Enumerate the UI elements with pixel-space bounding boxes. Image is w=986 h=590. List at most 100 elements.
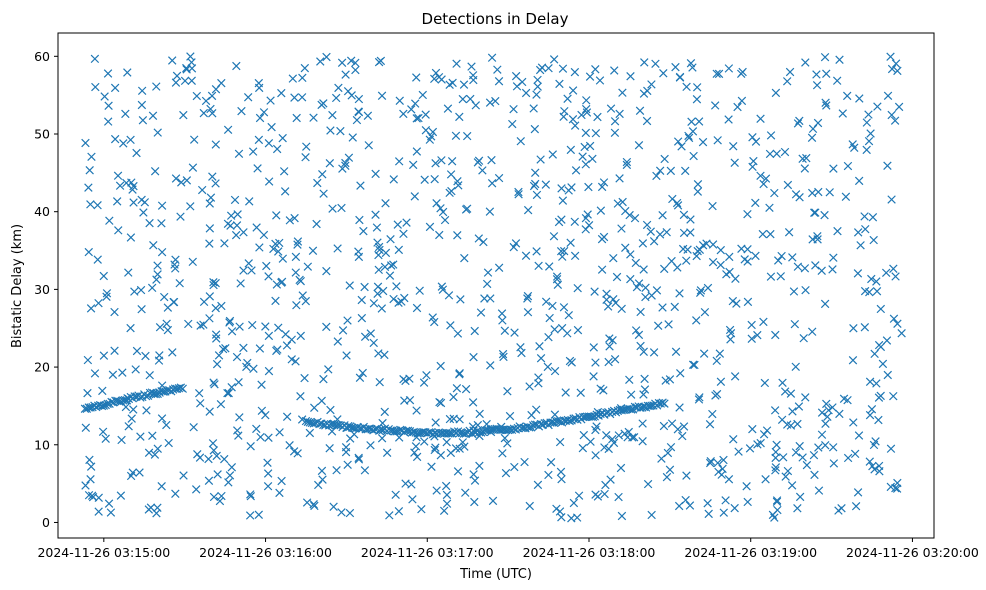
- clutter-point: [316, 57, 325, 66]
- clutter-point: [419, 378, 429, 387]
- clutter-point: [641, 283, 650, 292]
- clutter-point: [719, 455, 728, 465]
- clutter-point: [835, 55, 844, 65]
- clutter-point: [716, 260, 725, 270]
- clutter-point: [866, 129, 875, 138]
- clutter-point: [686, 215, 695, 224]
- clutter-point: [731, 274, 740, 284]
- clutter-point: [511, 239, 521, 248]
- clutter-point: [564, 310, 574, 320]
- clutter-point: [204, 454, 213, 464]
- clutter-point: [127, 414, 136, 423]
- clutter-point: [793, 119, 803, 128]
- clutter-point: [550, 366, 560, 376]
- clutter-point: [382, 448, 392, 457]
- clutter-point: [776, 272, 786, 281]
- clutter-point: [729, 142, 738, 151]
- clutter-point: [728, 296, 738, 306]
- clutter-point: [412, 303, 422, 313]
- clutter-point: [234, 378, 243, 387]
- clutter-point: [285, 441, 294, 450]
- clutter-point: [129, 198, 138, 207]
- clutter-point: [187, 76, 196, 85]
- clutter-point: [393, 220, 402, 229]
- clutter-point: [714, 69, 724, 79]
- clutter-point: [395, 96, 404, 105]
- clutter-point: [114, 226, 123, 235]
- clutter-point: [364, 141, 373, 150]
- clutter-point: [693, 187, 703, 196]
- clutter-point: [232, 221, 242, 230]
- clutter-point: [801, 58, 810, 67]
- clutter-point: [651, 59, 660, 69]
- clutter-point: [225, 316, 235, 326]
- clutter-point: [432, 199, 441, 208]
- x-tick-label: 2024-11-26 03:19:00: [684, 545, 817, 560]
- clutter-point: [402, 218, 411, 227]
- clutter-point: [234, 431, 243, 440]
- clutter-point: [159, 292, 169, 302]
- clutter-point: [771, 463, 781, 472]
- clutter-point: [554, 217, 564, 227]
- clutter-point: [443, 104, 453, 113]
- clutter-point: [227, 327, 237, 336]
- clutter-point: [226, 211, 236, 220]
- clutter-point: [623, 433, 632, 442]
- clutter-point: [653, 321, 663, 330]
- clutter-point: [225, 318, 234, 327]
- clutter-point: [535, 65, 545, 75]
- clutter-point: [188, 257, 197, 267]
- clutter-point: [582, 108, 592, 117]
- clutter-point: [293, 240, 302, 249]
- clutter-point: [245, 197, 254, 206]
- clutter-point: [119, 139, 128, 148]
- clutter-point: [705, 458, 715, 468]
- clutter-point: [891, 59, 901, 68]
- clutter-point: [412, 452, 422, 462]
- clutter-point: [545, 313, 554, 323]
- clutter-point: [777, 251, 786, 261]
- clutter-point: [171, 174, 181, 183]
- clutter-point: [435, 230, 444, 240]
- clutter-point: [579, 430, 589, 440]
- clutter-point: [787, 481, 797, 490]
- clutter-point: [205, 314, 214, 323]
- clutter-point: [275, 428, 284, 437]
- clutter-point: [660, 154, 669, 164]
- clutter-point: [103, 69, 113, 78]
- clutter-point: [673, 201, 683, 210]
- clutter-point: [278, 133, 287, 143]
- clutter-point: [500, 433, 510, 443]
- clutter-point: [108, 370, 118, 379]
- clutter-point: [110, 134, 120, 144]
- clutter-point: [456, 295, 465, 304]
- clutter-point: [544, 332, 553, 342]
- clutter-point: [405, 395, 415, 405]
- clutter-point: [716, 245, 726, 255]
- clutter-point: [272, 144, 282, 154]
- clutter-point: [596, 206, 606, 215]
- clutter-point: [599, 232, 609, 242]
- clutter-point: [374, 242, 384, 252]
- clutter-point: [751, 198, 760, 208]
- clutter-point: [770, 188, 779, 198]
- clutter-point: [410, 448, 419, 457]
- clutter-point: [254, 135, 264, 145]
- clutter-point: [331, 93, 341, 103]
- clutter-point: [194, 388, 204, 398]
- clutter-point: [184, 319, 193, 329]
- chart-title: Detections in Delay: [422, 10, 569, 28]
- clutter-point: [730, 503, 739, 513]
- clutter-point: [446, 321, 455, 330]
- clutter-point: [873, 102, 882, 111]
- clutter-point: [209, 446, 219, 455]
- clutter-point: [576, 388, 585, 397]
- clutter-point: [807, 327, 817, 336]
- clutter-point: [449, 414, 458, 423]
- clutter-point: [855, 94, 864, 103]
- clutter-point: [375, 245, 384, 255]
- clutter-point: [319, 189, 328, 198]
- clutter-point: [843, 161, 853, 171]
- clutter-point: [558, 196, 568, 205]
- clutter-point: [83, 388, 92, 398]
